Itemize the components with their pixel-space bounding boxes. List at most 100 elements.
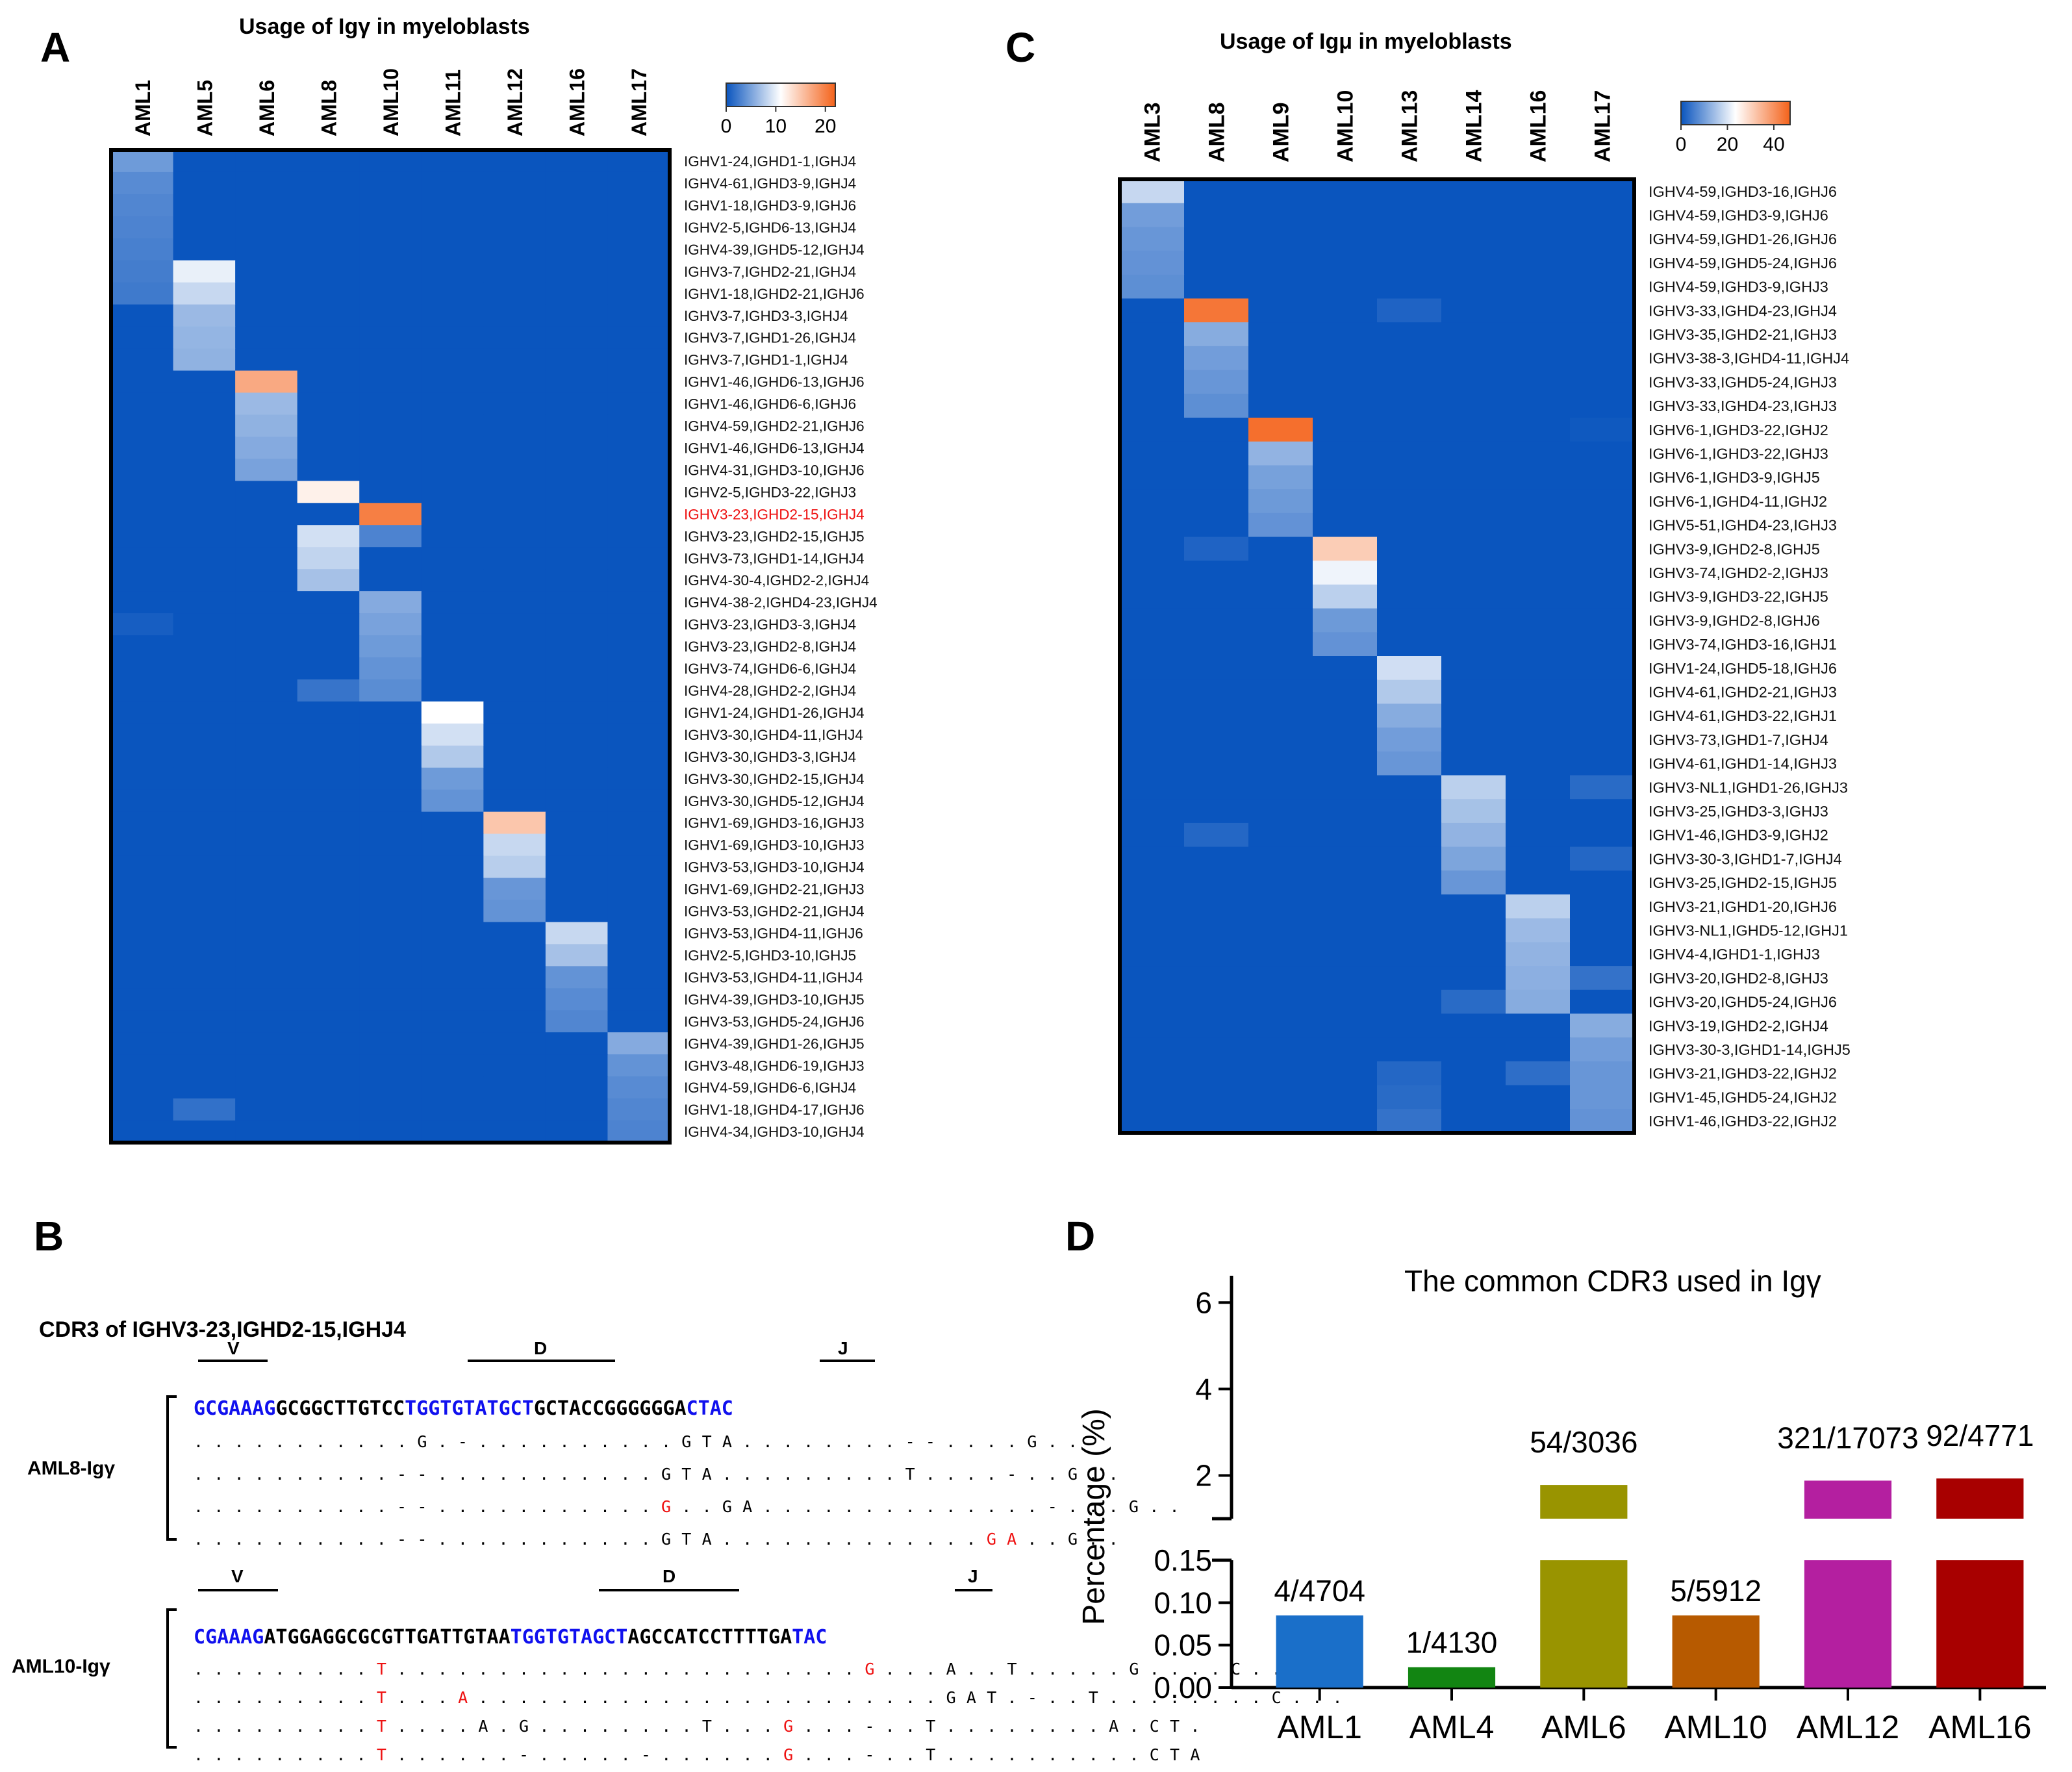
heatmap-cell <box>421 1032 484 1055</box>
heatmap-cell <box>607 282 670 305</box>
heatmap-cell <box>1441 846 1506 871</box>
bar-upper <box>1804 1480 1892 1519</box>
heatmap-cell <box>545 613 609 636</box>
heatmap-cell <box>173 392 236 416</box>
heatmap-cell <box>607 481 670 503</box>
heatmap-cell <box>421 657 484 680</box>
heatmap-cell <box>1441 227 1506 251</box>
heatmap-cell <box>111 282 174 305</box>
heatmap-cell <box>1570 465 1635 490</box>
heatmap-cell <box>111 855 174 879</box>
heatmap-cell <box>483 745 546 768</box>
heatmap-cell <box>173 1010 236 1033</box>
heatmap-cell <box>1313 775 1378 800</box>
column-label: AML17 <box>627 68 651 136</box>
heatmap-cell <box>1506 227 1571 251</box>
heatmap-cell <box>359 988 422 1011</box>
heatmap-cell <box>607 547 670 570</box>
aml10-reads: . . . . . . . . . T . . . . . . . . . . … <box>194 1660 1343 1764</box>
heatmap-cell <box>173 547 236 570</box>
heatmap-cell <box>1441 346 1506 371</box>
heatmap-cell <box>545 150 609 173</box>
heatmap-cell <box>1506 441 1571 466</box>
heatmap-cell <box>1120 227 1185 251</box>
heatmap-cell <box>1441 799 1506 824</box>
heatmap-cell <box>483 216 546 239</box>
column-label: AML16 <box>566 68 589 136</box>
heatmap-cell <box>359 459 422 481</box>
sequence-segment: TAC <box>792 1626 827 1649</box>
heatmap-cell <box>1377 846 1442 871</box>
heatmap-cell <box>235 635 298 658</box>
heatmap-cell <box>483 1032 546 1055</box>
aml10-d-label: D <box>663 1566 676 1586</box>
heatmap-cell <box>1506 894 1571 919</box>
heatmap-cell <box>483 370 546 394</box>
heatmap-cell <box>235 1098 298 1121</box>
heatmap-cell <box>359 789 422 813</box>
heatmap-cell <box>1506 656 1571 681</box>
heatmap-cell <box>359 966 422 989</box>
heatmap-cell <box>1120 1013 1185 1038</box>
heatmap-cell <box>483 547 546 570</box>
heatmap-cell <box>421 326 484 349</box>
heatmap-cell <box>173 260 236 283</box>
heatmap-cell <box>1184 942 1249 967</box>
heatmap-cell <box>1313 751 1378 776</box>
heatmap-cell <box>1248 561 1313 585</box>
heatmap-cell <box>483 392 546 416</box>
heatmap-cell <box>173 1054 236 1077</box>
heatmap-cell <box>1570 751 1635 776</box>
heatmap-cell <box>235 811 298 835</box>
heatmap-cell <box>1570 179 1635 204</box>
bar-upper <box>1540 1485 1628 1519</box>
column-label: AML3 <box>1141 102 1165 162</box>
heatmap-cell <box>1313 227 1378 251</box>
heatmap-cell <box>1184 728 1249 752</box>
heatmap-cell <box>297 503 360 525</box>
heatmap-cell <box>1441 703 1506 728</box>
heatmap-cell <box>1184 799 1249 824</box>
heatmap-cell <box>607 459 670 481</box>
heatmap-cell <box>607 613 670 636</box>
sequence-segment: GCGAAAG <box>194 1397 275 1420</box>
heatmap-cell <box>1313 918 1378 943</box>
heatmap-cell <box>235 657 298 680</box>
heatmap-cell <box>1441 656 1506 681</box>
heatmap-cell <box>1184 441 1249 466</box>
heatmap-cell <box>545 282 609 305</box>
heatmap-cell <box>359 1098 422 1121</box>
sequence-segment: . . . . . . . . . . - - . . . . . . . . … <box>194 1530 987 1549</box>
heatmap-cell <box>359 635 422 658</box>
heatmap-cell <box>1377 656 1442 681</box>
heatmap-a-cells <box>111 150 670 1143</box>
heatmap-cell <box>297 326 360 349</box>
aml8-reference-sequence: GCGAAAGGCGGCTTGTCCTGGTGTATGCTGCTACCGGGGG… <box>194 1397 733 1420</box>
heatmap-cell <box>483 326 546 349</box>
heatmap-cell <box>1570 846 1635 871</box>
bar-chart-ylabel: Percentage (%) <box>1077 1408 1111 1625</box>
row-label: IGHV3-21,IGHD3-22,IGHJ2 <box>1649 1065 1837 1082</box>
row-label: IGHV4-59,IGHD3-16,IGHJ6 <box>1649 183 1837 200</box>
row-label: IGHV3-53,IGHD2-21,IGHJ4 <box>684 904 865 920</box>
heatmap-cell <box>1120 989 1185 1015</box>
cdr3-alignment: CDR3 of IGHV3-23,IGHD2-15,IGHJ4 V D J GC… <box>12 1317 1343 1764</box>
heatmap-c-cells <box>1120 179 1635 1133</box>
heatmap-cell <box>421 437 484 459</box>
heatmap-cell <box>111 1054 174 1077</box>
heatmap-cell <box>173 481 236 503</box>
row-label: IGHV3-53,IGHD4-11,IGHJ4 <box>684 969 863 985</box>
sequence-segment: . . . . . . . . . . - - . . . . . . . . … <box>194 1497 661 1516</box>
sequence-segment: ATGGAGGCGCGTTGATTGTAA <box>264 1626 510 1649</box>
heatmap-cell <box>297 789 360 813</box>
heatmap-cell <box>1313 179 1378 204</box>
heatmap-cell <box>1248 1013 1313 1038</box>
heatmap-cell <box>1377 489 1442 514</box>
heatmap-cell <box>1184 894 1249 919</box>
heatmap-cell <box>1441 322 1506 347</box>
heatmap-cell <box>1441 966 1506 991</box>
heatmap-cell <box>173 1098 236 1121</box>
heatmap-cell <box>545 833 609 857</box>
heatmap-cell <box>297 216 360 239</box>
heatmap-cell <box>607 348 670 372</box>
